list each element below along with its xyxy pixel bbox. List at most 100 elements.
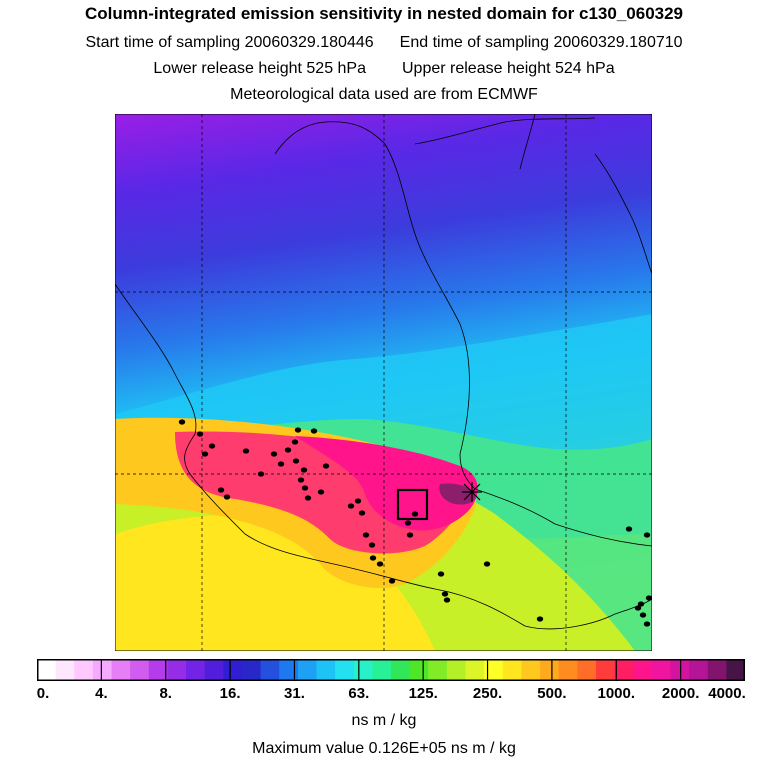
colorbar-swatch [167,659,187,681]
colorbar-swatch [148,659,169,681]
station-dot [284,447,292,453]
colorbar-tick-label: 63. [348,685,370,702]
colorbar-swatch [558,659,578,681]
colorbar-swatch [335,659,355,681]
colorbar [37,659,745,681]
colorbar-swatch [297,659,318,681]
colorbar-swatch [689,659,709,681]
map-title: Column-integrated emission sensitivity i… [84,4,684,23]
coastline-borders [115,114,652,630]
station-dot [257,471,265,477]
station-dot [637,601,645,607]
colorbar-swatch [465,659,485,681]
colorbar-swatch [577,659,597,681]
station-dot [411,511,419,517]
station-dot [201,451,209,457]
colorbar-swatch [37,659,57,681]
station-dot [639,612,647,618]
station-dot [270,451,278,457]
station-dot [347,503,355,509]
colorbar-swatch [502,659,523,681]
colorbar-swatch [633,659,653,681]
lower-height-text: Lower release height 525 hPa [153,60,366,77]
colorbar-swatch [353,659,373,681]
colorbar-swatch [540,659,560,681]
station-dot [223,494,231,500]
colorbar-swatch [130,659,150,681]
station-dot [358,510,366,516]
plume-core [439,483,476,505]
station-dot [300,467,308,473]
upper-height-text: Upper release height 524 hPa [402,60,615,77]
station-dot [322,463,330,469]
colorbar-swatch [446,659,467,681]
release-heights: Lower release height 525 hPa Upper releas… [0,60,768,78]
station-dot [292,458,300,464]
colorbar-swatch [484,659,504,681]
station-dot [406,532,414,538]
station-dot [536,616,544,622]
plume-magenta [295,436,478,531]
station-dot [441,591,449,597]
colorbar-swatch [391,659,411,681]
station-dot [625,526,633,532]
station-dot [634,605,642,611]
colorbar-swatch [223,659,243,681]
station-dot [404,520,412,526]
station-dot [196,431,204,437]
colorbar-tick-label: 31. [284,685,305,702]
colorbar-swatch [55,659,75,681]
colorbar-swatch [316,659,336,681]
colorbar-tick-label: 4. [95,685,108,702]
colorbar-swatch [186,659,206,681]
station-dot [376,561,384,567]
station-dot [297,477,305,483]
station-dot [388,578,396,584]
station-dot [645,595,652,601]
max-value-text: Maximum value 0.126E+05 ns m / kg [252,740,516,757]
colorbar-swatch [428,659,448,681]
colorbar-tick-label: 125. [408,685,438,702]
colorbar-swatch [651,659,672,681]
colorbar-swatch [241,659,262,681]
station-dot [208,443,216,449]
sampling-times: Start time of sampling 20060329.180446 En… [0,34,768,52]
colorbar-tick-label: 8. [159,685,172,702]
station-markers [178,419,652,627]
station-dot [277,461,285,467]
colorbar-swatch [279,659,299,681]
colorbar-swatch [204,659,224,681]
station-dot [217,487,225,493]
colorbar-tick-label: 2000. [661,685,700,702]
station-dot [178,419,186,425]
start-time-text: Start time of sampling 20060329.180446 [85,34,374,51]
colorbar-swatch [409,659,429,681]
station-dot [643,621,651,627]
colorbar-tick-label: 0. [36,685,50,702]
station-dot [362,532,370,538]
station-dot [294,427,302,433]
colorbar-swatch [614,659,634,681]
station-dot [301,485,309,491]
station-dot [437,571,445,577]
colorbar-tick-label: 250. [472,685,503,702]
emission-sensitivity-map [115,114,652,651]
station-dot [443,597,451,603]
colorbar-swatch [707,659,727,681]
station-dot [310,428,318,434]
colorbar-tick-label: 1000. [597,685,636,702]
colorbar-swatch [92,659,113,681]
colorbar-tick-label: 16. [219,685,241,702]
station-dot [368,542,376,548]
colorbar-tick-label: 4000. [708,685,746,702]
observation-box-marker [396,488,429,521]
station-dot [643,532,651,538]
colorbar-swatch [260,659,280,681]
station-dot [369,555,377,561]
station-dot [291,439,299,445]
colorbar-swatch [521,659,541,681]
met-data-text: Meteorological data used are from ECMWF [230,86,538,103]
station-dot [304,495,312,501]
colorbar-swatch [111,659,131,681]
colorbar-swatch [372,659,392,681]
